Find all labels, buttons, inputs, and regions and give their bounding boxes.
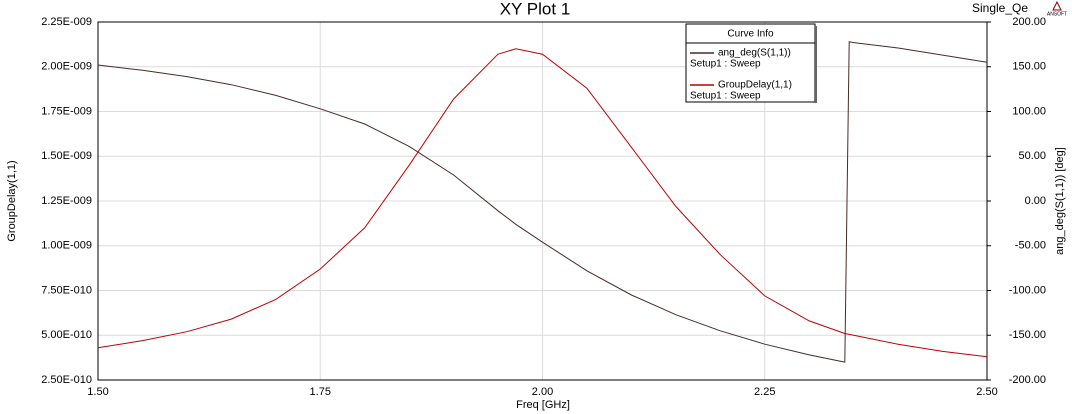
y-tick-label: 2.00E-009: [41, 61, 92, 73]
y-tick-label: 1.00E-009: [41, 240, 92, 252]
logo-icon: [1052, 0, 1062, 11]
y2-tick-label: -200.00: [1009, 374, 1046, 386]
y-tick-label: 2.25E-009: [41, 16, 92, 28]
legend-label: ang_deg(S(1,1)): [718, 48, 791, 59]
y2-axis-label: ang_deg(S(1,1)) [deg]: [1054, 147, 1066, 255]
y2-tick-label: -50.00: [1015, 240, 1046, 252]
legend-label: GroupDelay(1,1): [718, 80, 792, 91]
y2-tick-label: 100.00: [1012, 105, 1046, 117]
x-tick-label: 2.00: [532, 386, 553, 398]
y-tick-label: 1.25E-009: [41, 195, 92, 207]
y-tick-label: 2.50E-010: [41, 374, 92, 386]
y2-tick-label: 50.00: [1018, 150, 1046, 162]
y-tick-label: 1.50E-009: [41, 150, 92, 162]
y-tick-label: 5.00E-010: [41, 329, 92, 341]
y2-tick-label: -100.00: [1009, 284, 1046, 296]
plot-frame: [97, 21, 988, 381]
x-tick-label: 1.50: [87, 386, 108, 398]
x-tick-label: 2.25: [754, 386, 775, 398]
x-tick-label: 1.75: [310, 386, 331, 398]
y2-tick-label: 150.00: [1012, 61, 1046, 73]
y2-tick-label: -150.00: [1009, 329, 1046, 341]
x-tick-label: 2.50: [976, 386, 997, 398]
y-tick-label: 1.75E-009: [41, 105, 92, 117]
y2-tick-label: 200.00: [1012, 16, 1046, 28]
series-line: [97, 41, 988, 363]
y-tick-label: 7.50E-010: [41, 284, 92, 296]
series-line: [97, 48, 988, 358]
chart-title: XY Plot 1: [500, 0, 571, 18]
y2-tick-label: 0.00: [1025, 195, 1046, 207]
legend-setup: Setup1 : Sweep: [690, 91, 761, 102]
y-axis-label: GroupDelay(1,1): [6, 160, 18, 241]
chart-subtitle: Single_Qe: [972, 1, 1028, 15]
legend-title: Curve Info: [727, 29, 774, 40]
x-axis-label: Freq [GHz]: [516, 399, 570, 411]
legend-box: [685, 23, 816, 103]
legend-setup: Setup1 : Sweep: [690, 59, 761, 70]
logo: ANSOFT: [1047, 11, 1067, 17]
